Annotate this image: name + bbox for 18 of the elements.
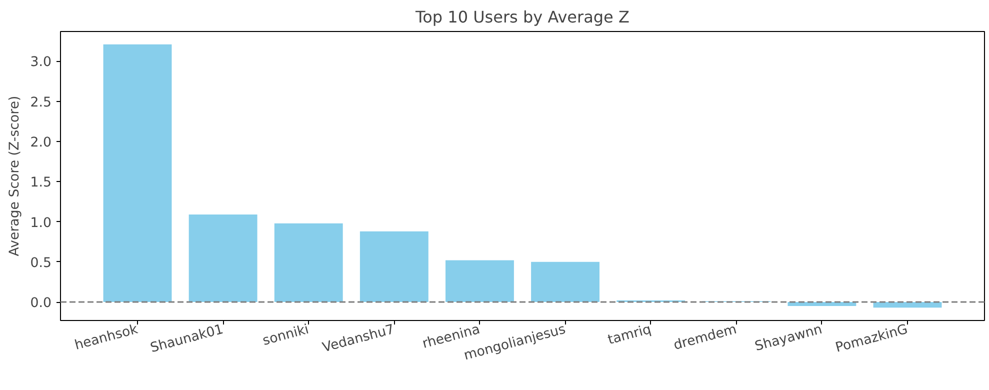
y-tick-label: 1.0 <box>30 216 52 231</box>
bar <box>188 214 258 302</box>
y-tick-label: 1.5 <box>30 176 52 191</box>
x-tick-label: sonniki <box>261 322 311 349</box>
y-tick-label: 0.5 <box>30 256 52 271</box>
bar <box>274 223 343 302</box>
y-tick-label: 2.0 <box>30 135 52 150</box>
x-tick-label: dremdem <box>672 322 738 354</box>
y-axis-title: Average Score (Z-score) <box>7 96 22 256</box>
bar <box>446 260 514 302</box>
bar <box>103 44 172 302</box>
bar <box>360 231 428 302</box>
x-tick-label: tamriq <box>606 322 653 348</box>
y-tick-label: 3.0 <box>30 55 52 70</box>
bar <box>531 262 600 302</box>
y-tick-label: 2.5 <box>30 95 52 110</box>
chart-title: Top 10 Users by Average Z <box>414 8 630 26</box>
y-tick-label: 0.0 <box>30 296 52 312</box>
